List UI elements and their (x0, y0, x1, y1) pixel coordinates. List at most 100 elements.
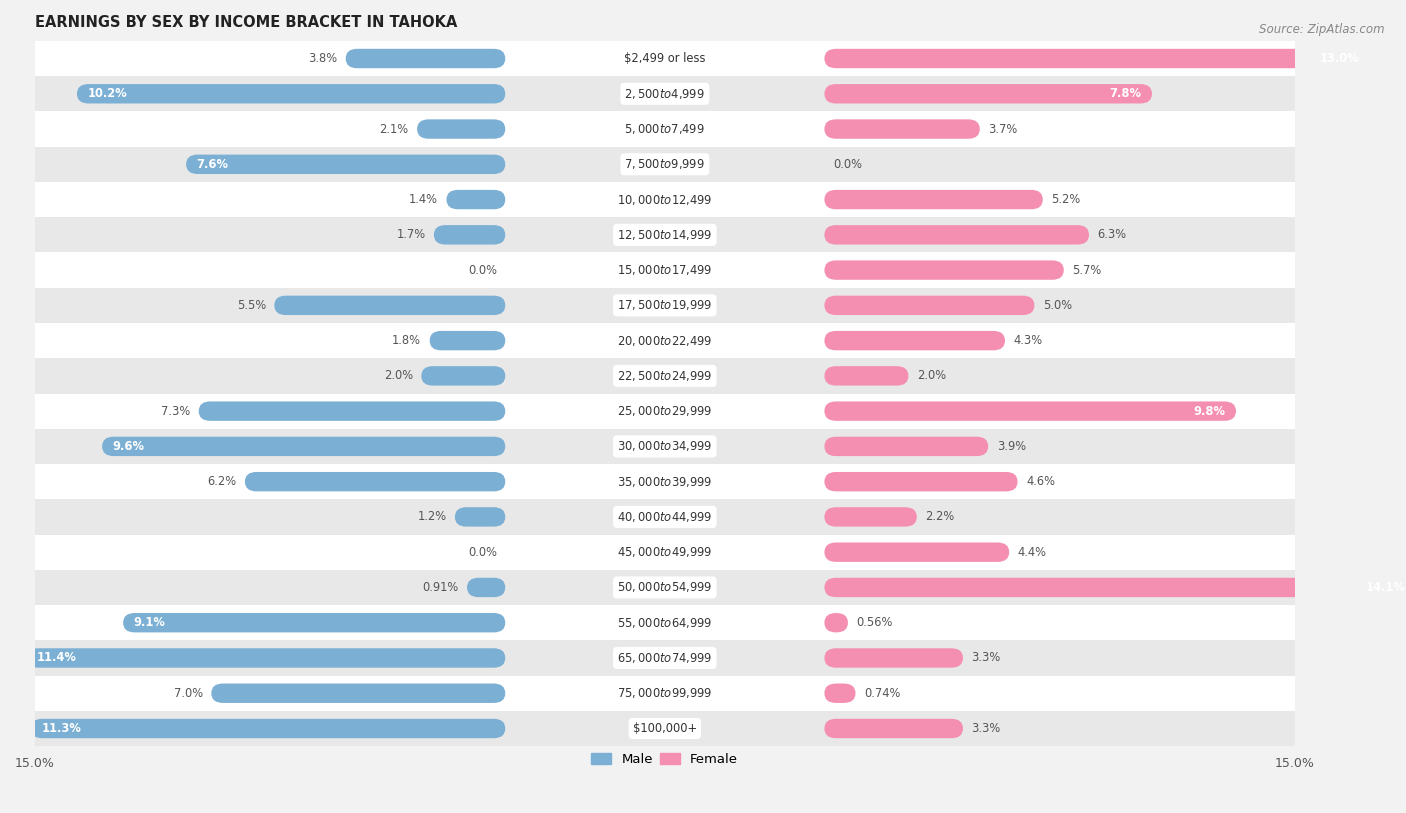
FancyBboxPatch shape (211, 684, 505, 703)
Text: $55,000 to $64,999: $55,000 to $64,999 (617, 615, 713, 630)
FancyBboxPatch shape (35, 570, 1295, 605)
FancyBboxPatch shape (824, 437, 988, 456)
Text: 7.0%: 7.0% (174, 687, 202, 700)
FancyBboxPatch shape (124, 613, 505, 633)
Text: 2.2%: 2.2% (925, 511, 955, 524)
FancyBboxPatch shape (824, 49, 1371, 68)
Text: 4.3%: 4.3% (1014, 334, 1042, 347)
FancyBboxPatch shape (35, 499, 1295, 535)
Text: $75,000 to $99,999: $75,000 to $99,999 (617, 686, 713, 700)
Text: 7.8%: 7.8% (1109, 87, 1142, 100)
FancyBboxPatch shape (824, 225, 1090, 245)
FancyBboxPatch shape (35, 41, 1295, 76)
FancyBboxPatch shape (35, 535, 1295, 570)
FancyBboxPatch shape (824, 684, 855, 703)
Text: 0.91%: 0.91% (422, 581, 458, 594)
FancyBboxPatch shape (447, 190, 505, 209)
FancyBboxPatch shape (186, 154, 505, 174)
Text: 7.6%: 7.6% (197, 158, 229, 171)
FancyBboxPatch shape (35, 464, 1295, 499)
Text: 5.7%: 5.7% (1073, 263, 1101, 276)
Text: 14.1%: 14.1% (1367, 581, 1406, 594)
Text: 11.4%: 11.4% (37, 651, 77, 664)
FancyBboxPatch shape (346, 49, 505, 68)
Text: Source: ZipAtlas.com: Source: ZipAtlas.com (1260, 23, 1385, 36)
Text: EARNINGS BY SEX BY INCOME BRACKET IN TAHOKA: EARNINGS BY SEX BY INCOME BRACKET IN TAH… (35, 15, 457, 30)
Text: 5.5%: 5.5% (236, 299, 266, 312)
Text: $22,500 to $24,999: $22,500 to $24,999 (617, 369, 713, 383)
Text: $10,000 to $12,499: $10,000 to $12,499 (617, 193, 713, 207)
Text: 9.1%: 9.1% (134, 616, 166, 629)
FancyBboxPatch shape (35, 641, 1295, 676)
FancyBboxPatch shape (824, 648, 963, 667)
Text: 2.1%: 2.1% (380, 123, 409, 136)
FancyBboxPatch shape (274, 296, 505, 315)
FancyBboxPatch shape (77, 84, 505, 103)
FancyBboxPatch shape (35, 182, 1295, 217)
FancyBboxPatch shape (35, 711, 1295, 746)
FancyBboxPatch shape (824, 472, 1018, 491)
Text: $20,000 to $22,499: $20,000 to $22,499 (617, 333, 713, 348)
FancyBboxPatch shape (35, 111, 1295, 146)
Text: $5,000 to $7,499: $5,000 to $7,499 (624, 122, 706, 136)
Text: 0.0%: 0.0% (468, 546, 496, 559)
Legend: Male, Female: Male, Female (586, 747, 744, 772)
FancyBboxPatch shape (824, 260, 1064, 280)
FancyBboxPatch shape (31, 719, 505, 738)
FancyBboxPatch shape (35, 428, 1295, 464)
FancyBboxPatch shape (824, 402, 1236, 421)
Text: 1.4%: 1.4% (409, 193, 439, 206)
FancyBboxPatch shape (824, 366, 908, 385)
FancyBboxPatch shape (824, 331, 1005, 350)
FancyBboxPatch shape (456, 507, 505, 527)
FancyBboxPatch shape (103, 437, 505, 456)
Text: 11.3%: 11.3% (41, 722, 82, 735)
Text: 6.3%: 6.3% (1097, 228, 1126, 241)
FancyBboxPatch shape (824, 578, 1406, 597)
Text: 10.2%: 10.2% (87, 87, 127, 100)
FancyBboxPatch shape (35, 359, 1295, 393)
FancyBboxPatch shape (35, 146, 1295, 182)
Text: 3.9%: 3.9% (997, 440, 1026, 453)
Text: 7.3%: 7.3% (162, 405, 190, 418)
Text: $45,000 to $49,999: $45,000 to $49,999 (617, 546, 713, 559)
FancyBboxPatch shape (35, 76, 1295, 111)
FancyBboxPatch shape (35, 217, 1295, 253)
FancyBboxPatch shape (35, 605, 1295, 641)
FancyBboxPatch shape (27, 648, 505, 667)
Text: 9.8%: 9.8% (1194, 405, 1226, 418)
FancyBboxPatch shape (824, 84, 1152, 103)
FancyBboxPatch shape (467, 578, 505, 597)
Text: $30,000 to $34,999: $30,000 to $34,999 (617, 439, 713, 454)
Text: 2.0%: 2.0% (917, 369, 946, 382)
Text: 1.8%: 1.8% (392, 334, 422, 347)
Text: 4.6%: 4.6% (1026, 475, 1054, 488)
Text: 5.2%: 5.2% (1052, 193, 1080, 206)
Text: 2.0%: 2.0% (384, 369, 413, 382)
FancyBboxPatch shape (35, 288, 1295, 323)
Text: 6.2%: 6.2% (207, 475, 236, 488)
FancyBboxPatch shape (198, 402, 505, 421)
Text: $25,000 to $29,999: $25,000 to $29,999 (617, 404, 713, 418)
FancyBboxPatch shape (35, 393, 1295, 428)
FancyBboxPatch shape (434, 225, 505, 245)
FancyBboxPatch shape (824, 613, 848, 633)
FancyBboxPatch shape (824, 719, 963, 738)
FancyBboxPatch shape (418, 120, 505, 139)
Text: $15,000 to $17,499: $15,000 to $17,499 (617, 263, 713, 277)
Text: $12,500 to $14,999: $12,500 to $14,999 (617, 228, 713, 241)
Text: $50,000 to $54,999: $50,000 to $54,999 (617, 580, 713, 594)
Text: 0.74%: 0.74% (863, 687, 900, 700)
FancyBboxPatch shape (824, 120, 980, 139)
Text: $2,499 or less: $2,499 or less (624, 52, 706, 65)
FancyBboxPatch shape (824, 507, 917, 527)
Text: $40,000 to $44,999: $40,000 to $44,999 (617, 510, 713, 524)
FancyBboxPatch shape (824, 296, 1035, 315)
Text: 3.8%: 3.8% (308, 52, 337, 65)
FancyBboxPatch shape (430, 331, 505, 350)
FancyBboxPatch shape (35, 323, 1295, 359)
Text: 3.3%: 3.3% (972, 722, 1001, 735)
Text: $100,000+: $100,000+ (633, 722, 697, 735)
FancyBboxPatch shape (35, 253, 1295, 288)
Text: $2,500 to $4,999: $2,500 to $4,999 (624, 87, 706, 101)
